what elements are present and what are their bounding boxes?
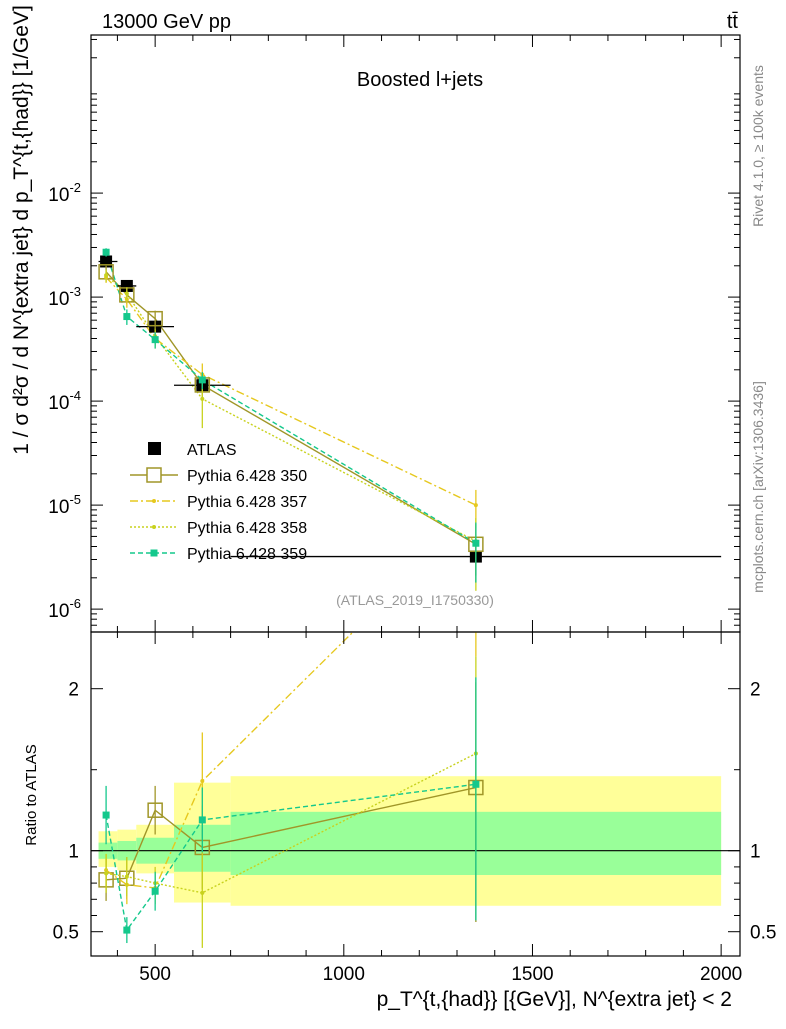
ratio-series-line [105,752,477,894]
mc-point [147,310,163,327]
legend-label: Pythia 6.428 350 [187,468,307,485]
legend-label: Pythia 6.428 359 [187,546,307,563]
mc-point [473,503,478,508]
mc-point [198,376,206,384]
ratio-y-tick-label: 2 [68,680,79,701]
mc-point [102,248,110,256]
x-tick-label: 500 [139,964,171,985]
y-tick-label: 10-5 [48,492,81,518]
main-y-axis-label: 1 / σ d²σ / d N^{extra jet} d p_T^{t,{ha… [10,5,33,455]
legend-label: Pythia 6.428 357 [187,494,307,511]
header-left: 13000 GeV pp [102,11,231,33]
ratio-y-tick-label: 0.5 [53,923,79,944]
ratio-point [147,802,163,818]
y-tick-label: 10-3 [48,284,81,310]
y-tick-label: 10-6 [48,596,81,622]
legend-marker [152,499,156,503]
data-point [100,255,113,268]
mcplots-label: mcplots.cern.ch [arXiv:1306.3436] [750,381,766,593]
data-point [120,279,133,292]
x-axis-label: p_T^{t,{had}} [{GeV}], N^{extra jet} < 2 [377,988,732,1011]
mc-point [124,291,129,296]
rivet-label: Rivet 4.1.0, ≥ 100k events [750,65,766,227]
ratio-point [200,779,205,784]
ratio-point [200,890,205,895]
mc-point [104,273,109,278]
ratio-point [102,811,110,819]
legend-marker [152,525,156,529]
ratio-point [198,816,206,824]
ratio-y-axis-label: Ratio to ATLAS [23,744,40,845]
legend-marker [146,467,162,483]
legend-label: ATLAS [187,442,237,459]
mc-point [200,396,205,401]
main-y-ticks: 10-6 10-5 10-4 10-3 10-2 [48,38,740,626]
legend-marker [148,442,161,455]
ratio-y-tick-label-right: 0.5 [750,923,776,944]
ratio-y-tick-label: 1 [68,842,79,863]
ratio-point [104,871,109,876]
main-panel: 10-6 10-5 10-4 10-3 10-2 Boosted l+jets (ATL… [48,34,741,633]
main-annotation: (ATLAS_2019_I1750330) [336,592,494,608]
ratio-frame [90,631,741,957]
y-tick-label: 10-4 [48,388,81,414]
x-tick-label: 1000 [323,964,365,985]
mc-point [151,336,159,344]
ratio-x-ticks: 500 1000 1500 2000 [116,632,742,985]
ratio-point [151,887,159,895]
ratio-point [472,780,480,788]
ratio-bands [98,776,722,906]
header-right: tt̄ [727,11,739,33]
mc-point [123,313,131,321]
ratio-panel: 0.5 0.5 1 1 2 2 500 1000 1500 2000 [53,631,777,985]
ratio-point [123,926,131,934]
ratio-y-tick-label-right: 1 [750,842,761,863]
legend-marker [150,549,158,557]
legend: ATLAS Pythia 6.428 350 Pythia 6.428 357 Pyt… [130,442,307,563]
x-tick-label: 1500 [511,964,553,985]
ratio-y-ticks: 0.5 0.5 1 1 2 2 [53,680,777,944]
main-series [98,248,722,591]
legend-label: Pythia 6.428 358 [187,520,307,537]
main-title: Boosted l+jets [357,69,483,91]
ratio-point [124,874,129,879]
ratio-series [98,632,484,948]
series-line [105,274,477,542]
x-tick-label: 2000 [700,964,742,985]
y-tick-label: 10-2 [48,180,81,206]
main-x-ticks [116,35,722,632]
main-frame [90,34,741,633]
ratio-y-tick-label-right: 2 [750,680,761,701]
mc-point [472,539,480,547]
